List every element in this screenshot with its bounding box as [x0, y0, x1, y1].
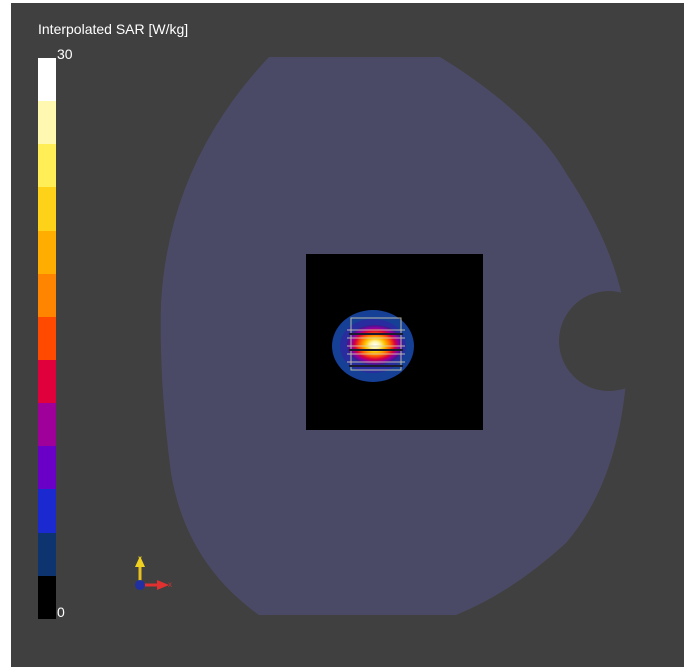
colorbar-segment — [38, 532, 56, 576]
colorbar — [38, 58, 56, 619]
colorbar-segment — [38, 403, 56, 447]
svg-text:X: X — [168, 583, 172, 589]
colorbar-segment — [38, 446, 56, 490]
colorbar-segment — [38, 144, 56, 188]
colorbar-title: Interpolated SAR [W/kg] — [38, 21, 189, 37]
sar-scene[interactable]: Y X — [11, 3, 684, 667]
colorbar-segment — [38, 489, 56, 533]
svg-text:Y: Y — [138, 557, 142, 563]
probe-grid — [347, 317, 405, 371]
sar-hotspot — [347, 325, 403, 365]
axis-triad: Y X — [135, 556, 172, 590]
colorbar-segment — [38, 101, 56, 145]
colorbar-min-label: 0 — [57, 604, 65, 620]
colorbar-segment — [38, 359, 56, 404]
3d-viewport[interactable]: Y X Interpolated SAR [W/kg] 30 0 — [11, 3, 684, 667]
colorbar-segment — [38, 575, 56, 619]
colorbar-segment — [38, 187, 56, 231]
probe-line-dark — [349, 333, 403, 367]
colorbar-segment — [38, 230, 56, 274]
colorbar-segment — [38, 316, 56, 360]
colorbar-segment — [38, 58, 56, 102]
colorbar-max-label: 30 — [57, 46, 73, 62]
colorbar-segment — [38, 273, 56, 317]
